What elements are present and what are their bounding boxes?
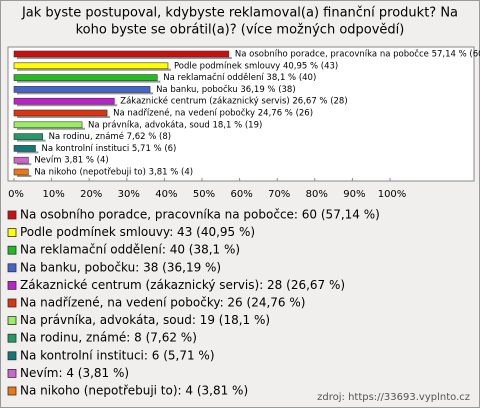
data-label: Nevím 3,81 % (4) (34, 156, 108, 166)
bar (13, 62, 169, 70)
chart-title: koho byste se obrátil(a)? (více možných … (76, 23, 405, 38)
bar (13, 50, 230, 58)
x-tick-label: 40% (155, 189, 177, 200)
legend-swatch (7, 351, 17, 361)
data-label: Na reklamační oddělení 38,1 % (40) (163, 72, 316, 83)
legend-swatch (7, 280, 17, 290)
bar (13, 97, 115, 105)
x-tick-label: 10% (42, 189, 64, 200)
bar-shadow (17, 151, 39, 154)
legend-swatch (7, 368, 17, 378)
data-label: Na kontrolní instituci 5,71 % (6) (41, 144, 176, 154)
data-label: Na osobního poradce, pracovníka na poboč… (235, 49, 480, 60)
legend-swatch (7, 228, 17, 238)
legend-swatch (7, 333, 17, 343)
bar (13, 74, 158, 81)
x-tick-label: 60% (230, 189, 252, 200)
legend-label: Nevím: 4 (3,81 %) (20, 366, 129, 380)
bar-shadow (17, 92, 154, 95)
legend-swatch (7, 298, 17, 308)
legend-swatch (7, 316, 17, 326)
legend-swatch (7, 245, 17, 255)
legend-label: Na rodinu, známé: 8 (7,62 %) (20, 331, 197, 345)
x-tick-label: 70% (268, 189, 290, 200)
x-tick-label: 80% (306, 189, 328, 200)
bar-shadow (17, 163, 32, 166)
legend-label: Na nadřízené, na vedení pobočky: 26 (24,… (20, 296, 305, 310)
bar (13, 109, 108, 117)
legend-label: Zákaznické centrum (zákaznický servis): … (20, 278, 345, 292)
legend-label: Na kontrolní instituci: 6 (5,71 %) (20, 348, 215, 362)
legend-swatch (7, 263, 17, 273)
x-tick-label: 90% (343, 189, 365, 200)
bar-shadow (17, 116, 111, 118)
bar-shadow (17, 57, 232, 59)
bar-shadow (17, 80, 161, 83)
source: zdroj: https://33693.vyplnto.cz (317, 392, 470, 403)
legend-label: Na právníka, advokáta, soud: 19 (18,1 %) (20, 313, 270, 327)
legend-label: Na osobního poradce, pracovníka na poboč… (20, 208, 380, 222)
bar-shadow (17, 175, 32, 177)
bar (13, 168, 29, 176)
chart-title: Jak byste postupoval, kdybyste reklamova… (21, 6, 458, 21)
bar-shadow (17, 139, 46, 142)
bar-shadow (17, 127, 86, 130)
bar (13, 156, 29, 164)
bar (13, 133, 43, 140)
legend-label: Na nikoho (nepotřebuji to): 4 (3,81 %) (20, 384, 248, 398)
bar (13, 145, 36, 152)
data-label: Na právníka, advokáta, soud 18,1 % (19) (88, 120, 262, 130)
data-label: Podle podmínek smlouvy 40,95 % (43) (174, 61, 338, 71)
bar (13, 121, 83, 129)
x-tick-label: 50% (193, 189, 215, 200)
x-tick-label: 30% (118, 189, 140, 200)
legend-swatch (7, 210, 17, 220)
x-tick-label: 100% (378, 189, 407, 200)
legend-label: Na banku, pobočku: 38 (36,19 %) (20, 260, 221, 274)
legend-swatch (7, 386, 17, 396)
x-tick-label: 20% (80, 189, 102, 200)
data-label: Zákaznické centrum (zákaznický servis) 2… (120, 96, 347, 107)
data-label: Na rodinu, známé 7,62 % (8) (49, 131, 171, 142)
x-tick-label: 0% (8, 189, 24, 200)
data-label: Na banku, pobočku 36,19 % (38) (156, 84, 296, 95)
bar (13, 86, 151, 93)
legend-label: Podle podmínek smlouvy: 43 (40,95 %) (20, 225, 255, 239)
data-label: Na nadřízené, na vedení pobočky 24,76 % … (113, 108, 313, 119)
data-label: Na nikoho (nepotřebuji to) 3,81 % (4) (34, 168, 193, 178)
bar-shadow (17, 68, 171, 71)
legend-label: Na reklamační oddělení: 40 (38,1 %) (20, 243, 240, 257)
bar-shadow (17, 104, 118, 107)
